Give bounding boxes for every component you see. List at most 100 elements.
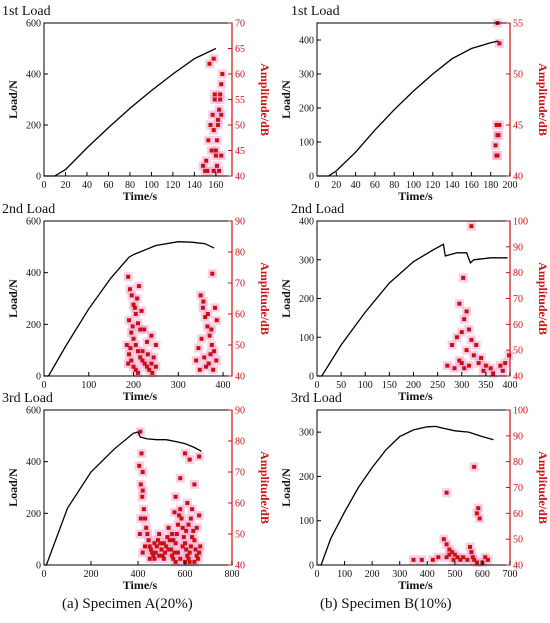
y2-tick-label: 45 <box>235 146 245 157</box>
amplitude-point <box>209 343 214 347</box>
y2-axis-label: Amplitude/dB <box>536 451 550 524</box>
y2-tick-label: 70 <box>235 468 245 479</box>
x-tick-label: 600 <box>178 569 193 580</box>
amplitude-point <box>150 550 155 555</box>
amplitude-point <box>197 367 202 372</box>
amplitude-point <box>202 355 207 360</box>
amplitude-point <box>167 538 172 543</box>
y2-tick-label: 80 <box>513 457 523 468</box>
amplitude-point <box>479 355 484 360</box>
amplitude-point <box>451 557 456 562</box>
amplitude-point <box>143 516 148 521</box>
amplitude-point <box>212 92 217 97</box>
amplitude-point <box>466 363 471 368</box>
amplitude-point <box>209 148 214 153</box>
amplitude-point <box>131 302 136 307</box>
amplitude-point <box>126 361 131 366</box>
amplitude-point <box>468 544 473 549</box>
x-tick-label: 400 <box>216 380 231 391</box>
amplitude-point <box>436 555 441 560</box>
plot-frame <box>316 220 511 377</box>
amplitude-point <box>126 274 131 279</box>
y2-axis-label: Amplitude/dB <box>536 262 550 335</box>
amplitude-point <box>143 544 148 549</box>
y-axis-label: Load/N <box>279 468 293 507</box>
amplitude-point <box>146 538 151 543</box>
amplitude-point <box>198 293 203 298</box>
amplitude-point <box>454 335 459 340</box>
amplitude-point <box>190 535 195 540</box>
amplitude-point <box>151 553 156 558</box>
amplitude-point <box>170 532 175 536</box>
amplitude-point <box>206 138 211 143</box>
amplitude-point <box>203 315 208 320</box>
amplitude-point <box>205 324 210 329</box>
amplitude-point <box>136 370 140 375</box>
amplitude-point <box>188 516 193 521</box>
x-tick-label: 200 <box>406 380 421 391</box>
y2-tick-label: 60 <box>235 310 245 321</box>
amplitude-point <box>411 557 416 562</box>
x-tick-label: 350 <box>478 380 493 391</box>
amplitude-point <box>187 457 192 462</box>
y-tick-label: 300 <box>299 70 314 81</box>
amplitude-point <box>160 553 165 558</box>
amplitude-point <box>218 92 223 97</box>
chart-a2: 2nd Load 0 100 200 300 400 0 200 400 600 40 50 60 70 8… <box>2 202 272 403</box>
amplitude-point <box>201 299 206 304</box>
amplitude-point <box>181 535 186 540</box>
y2-tick-label: 90 <box>513 242 523 253</box>
amplitude-point <box>142 361 147 366</box>
amplitude-point <box>216 117 221 122</box>
y-axis-label: Load/N <box>6 468 20 507</box>
amplitude-point <box>497 41 502 46</box>
amplitude-point <box>450 550 455 555</box>
amplitude-point <box>153 550 158 555</box>
amplitude-point <box>140 488 145 493</box>
load-curve <box>44 241 215 377</box>
amplitude-point <box>192 482 197 487</box>
amplitude-point <box>207 333 212 338</box>
y2-tick-label: 65 <box>235 44 245 55</box>
amplitude-point <box>217 168 222 173</box>
amplitude-point <box>171 556 176 561</box>
amplitude-point <box>488 366 493 371</box>
amplitude-point <box>139 451 144 456</box>
amplitude-point <box>494 123 499 127</box>
y2-tick-label: 90 <box>235 406 245 417</box>
amplitude-point <box>197 454 202 459</box>
x-tick-label: 20 <box>60 180 70 191</box>
y2-tick-label: 50 <box>235 341 245 352</box>
amplitude-point <box>157 532 162 536</box>
y-tick-label: 400 <box>26 70 41 81</box>
amplitude-point <box>144 339 149 344</box>
amplitude-point <box>213 148 218 153</box>
amplitude-point <box>133 312 138 316</box>
amplitude-point <box>140 349 145 354</box>
y-axis-label: Load/N <box>6 80 20 119</box>
amplitude-point <box>180 525 185 530</box>
amplitude-point <box>470 555 475 560</box>
amplitude-point <box>195 556 200 561</box>
x-tick-label: 600 <box>475 569 490 580</box>
y2-tick-label: 100 <box>513 217 528 228</box>
x-tick-label: 300 <box>454 380 469 391</box>
x-tick-label: 200 <box>503 180 518 191</box>
x-tick-label: 400 <box>503 380 518 391</box>
amplitude-point <box>452 366 457 371</box>
amplitude-point <box>498 363 503 368</box>
chart-b1: 1st Load 0 20 40 60 80 100 120 140 160 180 200 0 100 2… <box>279 4 550 203</box>
amplitude-point <box>212 349 217 354</box>
amplitude-point <box>208 352 213 357</box>
y-tick-label: 600 <box>26 406 41 417</box>
amplitude-point <box>140 358 145 363</box>
x-tick-label: 250 <box>430 380 445 391</box>
amplitude-point <box>161 541 166 546</box>
y2-tick-label: 50 <box>235 530 245 541</box>
amplitude-point <box>166 525 171 530</box>
amplitude-point <box>129 358 134 363</box>
amplitude-point <box>190 507 195 512</box>
amplitude-point <box>183 541 187 546</box>
amplitude-point <box>192 559 197 564</box>
y2-tick-label: 40 <box>235 561 245 572</box>
